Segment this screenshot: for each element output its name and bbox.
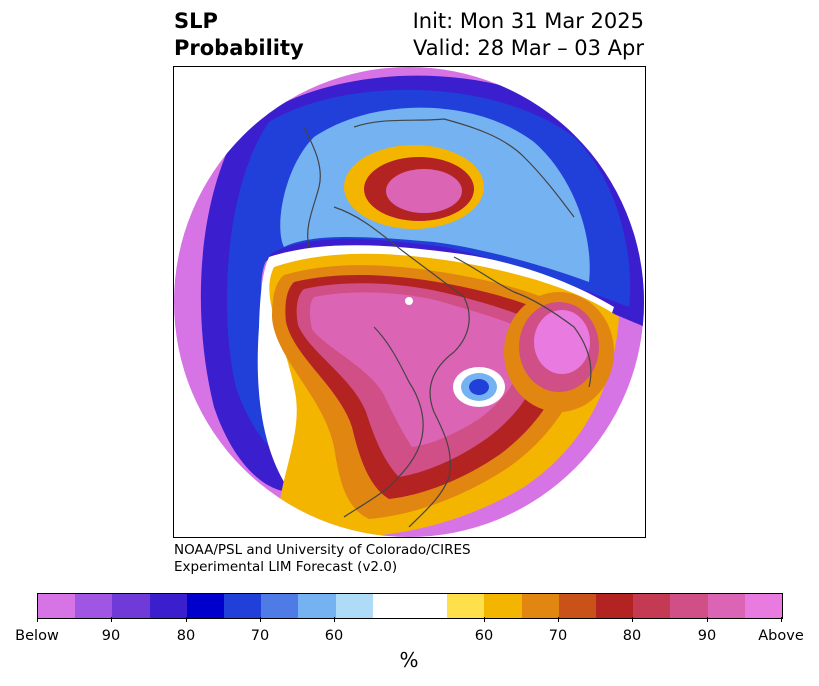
polar-map <box>174 67 644 537</box>
title-probability: Probability <box>174 36 304 60</box>
colorbar-tick-label: 70 <box>250 628 270 644</box>
north-pole-marker <box>405 297 413 305</box>
colorbar-segment <box>261 594 299 618</box>
colorbar-tick <box>632 617 633 622</box>
europe-above-core <box>534 310 590 374</box>
colorbar-segment <box>521 594 559 618</box>
colorbar-tick-label: 90 <box>101 628 121 644</box>
credit-line2: Experimental LIM Forecast (v2.0) <box>174 559 398 575</box>
colorbar-segment <box>558 594 597 618</box>
credit-line1: NOAA/PSL and University of Colorado/CIRE… <box>174 542 471 558</box>
colorbar-tick <box>707 617 708 622</box>
colorbar-unit: % <box>399 648 419 672</box>
colorbar-segment <box>372 594 448 618</box>
colorbar-segment <box>596 594 634 618</box>
colorbar-segment <box>670 594 708 618</box>
coast-line-5 <box>303 126 321 248</box>
valid-range: Valid: 28 Mar – 03 Apr <box>413 36 644 60</box>
init-date: Init: Mon 31 Mar 2025 <box>412 9 644 33</box>
colorbar-segment <box>744 594 783 618</box>
credit: NOAA/PSL and University of Colorado/CIRE… <box>174 542 471 576</box>
colorbar-tick <box>781 617 782 622</box>
colorbar-tick-label: 90 <box>697 628 717 644</box>
colorbar-segment <box>335 594 373 618</box>
colorbar-tick <box>37 617 38 622</box>
colorbar-segment <box>707 594 745 618</box>
colorbar-segment <box>633 594 671 618</box>
colorbar-segment <box>186 594 225 618</box>
colorbar-tick-label: 80 <box>622 628 642 644</box>
map-panel <box>173 66 646 538</box>
colorbar-tick <box>484 617 485 622</box>
title-slp: SLP <box>174 9 218 33</box>
colorbar-segment <box>112 594 150 618</box>
colorbar-tick <box>186 617 187 622</box>
colorbar-tick-label: 70 <box>548 628 568 644</box>
coast-line-2 <box>343 326 424 518</box>
colorbar-segment <box>149 594 187 618</box>
colorbar-tick-label: Above <box>758 628 804 644</box>
arctic-above-core <box>386 169 462 213</box>
coast-line-4 <box>453 256 592 388</box>
small-low-core <box>469 379 489 395</box>
colorbar-segment <box>484 594 522 618</box>
colorbar-segment <box>447 594 485 618</box>
colorbar-tick-label: 60 <box>324 628 344 644</box>
coastlines <box>303 118 592 528</box>
colorbar-tick <box>260 617 261 622</box>
colorbar-tick <box>558 617 559 622</box>
colorbar-segment <box>38 594 76 618</box>
colorbar-segment <box>75 594 113 618</box>
field-above-core <box>309 292 532 447</box>
colorbar-segment <box>298 594 336 618</box>
colorbar-tick-label: 80 <box>176 628 196 644</box>
colorbar-tick-label: Below <box>15 628 59 644</box>
colorbar-tick <box>334 617 335 622</box>
colorbar-tick-label: 60 <box>474 628 494 644</box>
title-left: SLP Probability <box>174 8 304 62</box>
colorbar-tick <box>111 617 112 622</box>
title-right: Init: Mon 31 Mar 2025 Valid: 28 Mar – 03… <box>413 8 644 62</box>
coast-line-1 <box>333 206 470 528</box>
colorbar <box>37 593 783 619</box>
colorbar-segment <box>224 594 262 618</box>
coast-line-3 <box>353 118 575 218</box>
